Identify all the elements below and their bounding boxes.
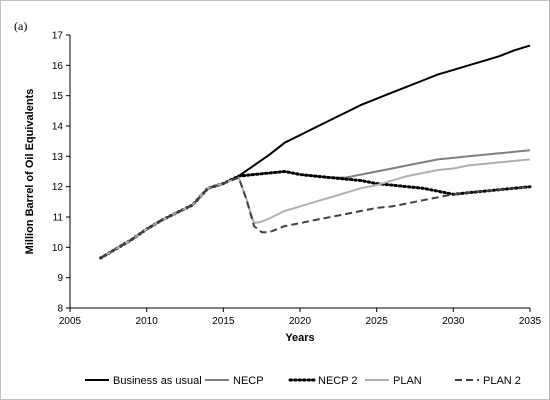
axes: 8 9 10 11 12 13 14 15 16 17 2005 2010 2015 2020 2025 20…	[52, 31, 542, 328]
panel-label: (a)	[14, 19, 27, 33]
series-group	[99, 44, 532, 260]
legend-label: Business as usual	[113, 375, 202, 387]
series-line-1	[100, 44, 531, 259]
legend-label: NECP	[233, 375, 264, 387]
x-tick-label: 2020	[289, 316, 312, 327]
legend-label: PLAN 2	[483, 375, 521, 387]
y-tick-label: 14	[52, 122, 64, 133]
x-tick-label: 2030	[442, 316, 465, 327]
series-line-4	[100, 158, 531, 259]
legend-label: NECP 2	[318, 375, 358, 387]
series-line-5	[100, 176, 531, 259]
x-tick-label: 2005	[59, 316, 82, 327]
y-tick-label: 8	[57, 304, 63, 315]
y-axis-title: Million Barrel of Oil Equivalents	[24, 89, 36, 255]
x-tick-label: 2010	[136, 316, 159, 327]
y-tick-label: 11	[53, 213, 64, 224]
y-tick-label: 13	[52, 152, 64, 163]
y-tick-label: 10	[52, 243, 64, 254]
y-tick-label: 17	[52, 31, 64, 42]
y-tick-label: 15	[52, 91, 64, 102]
y-tick-label: 12	[52, 182, 64, 193]
series-line-3	[99, 170, 532, 260]
legend-label: PLAN	[393, 375, 422, 387]
legend: Business as usual NECP NECP 2 PLAN PLAN 2	[85, 375, 521, 387]
y-tick-label: 16	[52, 61, 64, 72]
x-axis-title: Years	[285, 332, 314, 344]
x-tick-label: 2025	[366, 316, 389, 327]
x-tick-label: 2015	[212, 316, 235, 327]
y-tick-label: 9	[57, 273, 63, 284]
x-tick-label: 2035	[519, 316, 542, 327]
